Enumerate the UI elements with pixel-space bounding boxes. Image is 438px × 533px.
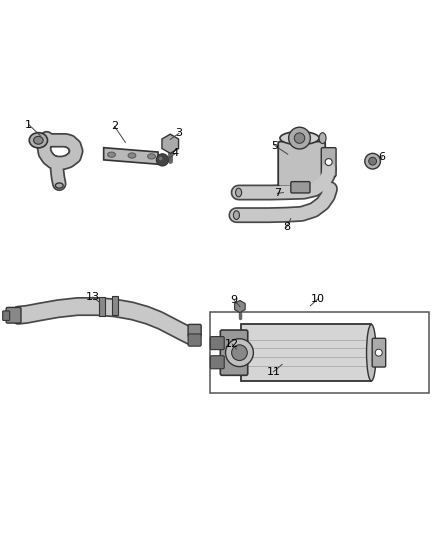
FancyBboxPatch shape [3,311,10,320]
FancyBboxPatch shape [188,334,201,346]
Ellipse shape [319,133,326,143]
Ellipse shape [55,183,63,188]
Ellipse shape [233,211,240,220]
Bar [99,297,105,316]
Text: 6: 6 [379,152,386,162]
Bar [210,312,429,393]
Circle shape [294,133,305,143]
FancyBboxPatch shape [6,308,21,323]
FancyBboxPatch shape [278,142,325,187]
Text: 11: 11 [266,367,280,377]
Ellipse shape [280,132,319,144]
Bar [113,296,117,315]
FancyBboxPatch shape [220,330,248,375]
Text: 13: 13 [86,292,100,302]
Ellipse shape [108,152,116,157]
FancyBboxPatch shape [188,325,201,336]
FancyBboxPatch shape [321,148,336,176]
Text: 9: 9 [231,295,238,305]
Text: 10: 10 [311,294,325,304]
Text: 5: 5 [271,141,278,150]
Ellipse shape [367,325,376,381]
Circle shape [159,157,162,160]
Ellipse shape [128,153,136,158]
Ellipse shape [29,133,47,148]
Circle shape [289,127,311,149]
Text: 3: 3 [176,128,183,139]
Circle shape [369,157,377,165]
Text: 4: 4 [172,148,179,158]
FancyBboxPatch shape [210,336,224,350]
Circle shape [232,345,247,360]
Circle shape [226,339,253,367]
Circle shape [156,154,169,166]
Ellipse shape [236,188,242,197]
Ellipse shape [148,154,155,159]
Circle shape [365,154,381,169]
Circle shape [375,349,382,356]
Bar [241,325,371,381]
Text: 2: 2 [111,122,118,131]
Text: 8: 8 [283,222,290,232]
FancyBboxPatch shape [210,356,224,369]
Ellipse shape [34,136,43,144]
Text: 7: 7 [274,188,281,198]
Polygon shape [104,148,158,164]
Text: 1: 1 [25,119,32,130]
Circle shape [325,158,332,166]
FancyBboxPatch shape [291,182,310,193]
FancyBboxPatch shape [372,338,386,367]
Text: 12: 12 [225,339,239,349]
